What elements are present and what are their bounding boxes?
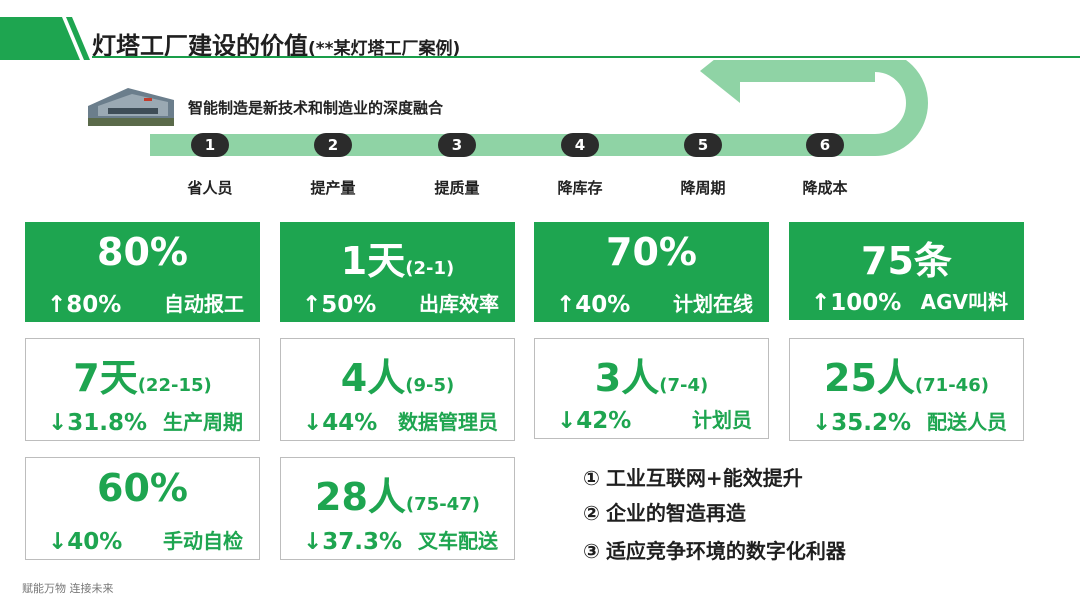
metric-card-data-admins: 4人(9-5) ↓44% 数据管理员 — [280, 338, 515, 441]
metric-value: 28人(75-47) — [315, 475, 480, 519]
metric-label: 配送人员 — [927, 410, 1007, 434]
metric-label: 计划在线 — [673, 292, 753, 316]
benefit-number: ③ — [583, 539, 600, 563]
benefit-item-2: ② 企业的智造再造 — [583, 497, 746, 526]
metric-value: 4人(9-5) — [340, 356, 455, 400]
step-number-1: 1 — [191, 133, 229, 157]
metric-card-planners: 3人(7-4) ↓42% 计划员 — [534, 338, 769, 439]
flow-caption: 智能制造是新技术和制造业的深度融合 — [188, 99, 444, 117]
benefit-number: ② — [583, 501, 600, 525]
metric-card-auto-report: 80% ↑80% 自动报工 — [25, 222, 260, 322]
metric-value: 75条 — [861, 239, 952, 283]
metric-value: 25人(71-46) — [824, 356, 989, 400]
title-subtitle: (**某灯塔工厂案例) — [308, 39, 461, 59]
metric-card-outbound-efficiency: 1天(2-1) ↑50% 出库效率 — [280, 222, 515, 322]
metric-card-manual-inspection: 60% ↓40% 手动自检 — [25, 457, 260, 560]
step-label-3: 提质量 — [434, 179, 480, 197]
benefit-item-1: ① 工业互联网+能效提升 — [583, 462, 803, 491]
metric-label: AGV叫料 — [920, 290, 1008, 314]
step-number-5: 5 — [684, 133, 722, 157]
metric-card-online-planning: 70% ↑40% 计划在线 — [534, 222, 769, 322]
metric-change: ↑80% — [47, 292, 122, 318]
page-title: 灯塔工厂建设的价值(**某灯塔工厂案例) — [92, 26, 460, 61]
metric-label: 叉车配送 — [418, 529, 498, 553]
metric-value: 60% — [97, 466, 188, 510]
metric-change: ↓40% — [48, 529, 123, 555]
metric-card-delivery-staff: 25人(71-46) ↓35.2% 配送人员 — [789, 338, 1024, 441]
factory-photo — [88, 84, 174, 126]
metric-card-forklift-delivery: 28人(75-47) ↓37.3% 叉车配送 — [280, 457, 515, 560]
benefit-item-3: ③ 适应竞争环境的数字化利器 — [583, 535, 846, 564]
metric-change: ↑40% — [556, 292, 631, 318]
metric-value: 3人(7-4) — [594, 356, 709, 400]
metric-change: ↓37.3% — [303, 529, 403, 555]
metric-label: 数据管理员 — [398, 410, 498, 434]
metric-label: 出库效率 — [419, 292, 499, 316]
metric-change: ↑100% — [811, 290, 902, 316]
metric-label: 计划员 — [692, 408, 752, 432]
metric-change: ↓31.8% — [48, 410, 148, 436]
step-label-1: 省人员 — [187, 179, 233, 197]
step-label-2: 提产量 — [310, 179, 356, 197]
process-flow-arrow — [150, 60, 928, 156]
metric-card-production-cycle: 7天(22-15) ↓31.8% 生产周期 — [25, 338, 260, 441]
footer-slogan: 赋能万物 连接未来 — [22, 582, 114, 595]
step-label-6: 降成本 — [802, 179, 848, 197]
benefit-text: 企业的智造再造 — [605, 501, 746, 525]
title-main: 灯塔工厂建设的价值 — [92, 32, 308, 60]
metric-label: 手动自检 — [163, 529, 243, 553]
metric-value: 80% — [97, 230, 188, 274]
metric-change: ↑50% — [302, 292, 377, 318]
step-number-6: 6 — [806, 133, 844, 157]
metric-label: 自动报工 — [164, 292, 244, 316]
step-label-5: 降周期 — [680, 179, 726, 197]
metric-card-agv-calls: 75条 ↑100% AGV叫料 — [789, 222, 1024, 320]
metric-change: ↓35.2% — [812, 410, 912, 436]
benefit-number: ① — [583, 466, 600, 490]
metric-label: 生产周期 — [163, 410, 243, 434]
metric-change: ↓42% — [557, 408, 632, 434]
step-number-3: 3 — [438, 133, 476, 157]
step-number-2: 2 — [314, 133, 352, 157]
benefit-text: 适应竞争环境的数字化利器 — [605, 539, 846, 563]
step-number-4: 4 — [561, 133, 599, 157]
header-accent-shape — [0, 17, 90, 60]
step-label-4: 降库存 — [557, 179, 603, 197]
benefit-text: 工业互联网+能效提升 — [605, 466, 803, 490]
metric-value: 7天(22-15) — [73, 356, 212, 400]
metric-change: ↓44% — [303, 410, 378, 436]
header-divider — [92, 56, 1080, 58]
metric-value: 70% — [606, 230, 697, 274]
metric-value: 1天(2-1) — [340, 239, 455, 283]
